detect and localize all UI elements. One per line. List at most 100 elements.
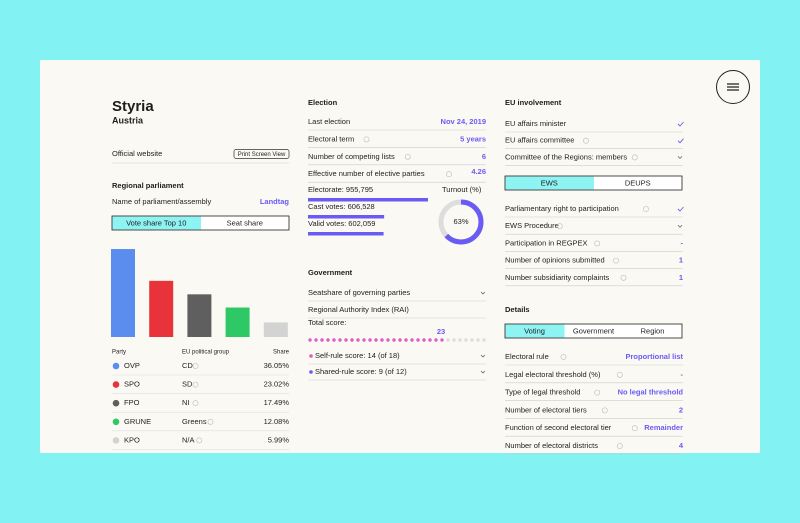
check-icon — [677, 138, 684, 144]
party-group: Greens — [182, 417, 207, 426]
score-dot — [338, 338, 342, 342]
row-label: Function of second electoral tier — [505, 423, 612, 432]
info-icon — [192, 400, 199, 407]
menu-button[interactable] — [716, 70, 750, 104]
info-icon — [631, 425, 638, 432]
row-label: Regional Authority Index (RAI) — [308, 305, 409, 314]
info-icon — [363, 136, 370, 143]
party-group: NI — [182, 398, 190, 407]
website-button[interactable] — [233, 149, 290, 159]
row-label: Legal electoral threshold (%) — [505, 370, 601, 379]
chevron-icon[interactable] — [480, 291, 486, 295]
row-label: Number subsidiarity complaints — [505, 273, 609, 282]
score-dot — [374, 338, 378, 342]
score-dot — [476, 338, 480, 342]
column-header: Party — [112, 350, 126, 356]
row-value: 6 — [482, 152, 486, 161]
info-icon — [583, 137, 589, 144]
row-value: 4 — [679, 441, 684, 450]
score-dot — [428, 338, 432, 342]
votes-bar — [308, 232, 384, 236]
party-share: 23.02% — [264, 380, 290, 389]
tab-label: Seat share — [227, 218, 263, 227]
legend-dot — [112, 437, 120, 444]
subscore-dot — [309, 354, 313, 358]
party-name: SPO — [124, 380, 140, 389]
info-icon — [616, 443, 623, 449]
row-label: Number of opinions submitted — [505, 256, 605, 265]
row-label: Last election — [308, 117, 350, 126]
party-name: KPO — [124, 435, 140, 444]
tab-active[interactable] — [112, 216, 202, 230]
tab-label: DEUPS — [625, 178, 651, 187]
tab-active[interactable] — [505, 324, 565, 338]
row-label: Electoral term — [308, 134, 354, 143]
row-label: EU affairs committee — [505, 136, 574, 145]
votes-label: Electorate: 955,795 — [308, 185, 373, 194]
website-button-label: Print Screen View — [238, 152, 286, 158]
score-dot — [320, 338, 324, 342]
menu-icon — [727, 83, 739, 91]
info-icon — [196, 437, 203, 444]
row-label: Number of electoral tiers — [505, 405, 587, 414]
tab-label: Voting — [524, 326, 545, 335]
score-dot — [440, 338, 444, 342]
legend-dot — [112, 362, 120, 370]
bar — [263, 322, 288, 337]
score-dot — [416, 338, 420, 342]
score-dot — [482, 338, 486, 342]
info-icon — [643, 206, 649, 212]
info-icon — [594, 389, 601, 396]
tab-active[interactable] — [505, 176, 595, 190]
score-dot — [344, 338, 348, 342]
row-value: Landtag — [260, 197, 290, 206]
row-label: EU affairs minister — [505, 119, 567, 128]
row-value: 2 — [679, 405, 683, 414]
info-icon — [601, 407, 608, 414]
column-header: Share — [273, 350, 290, 356]
tab-label: Vote share Top 10 — [126, 218, 186, 227]
score-dot — [446, 338, 450, 342]
turnout-value: 63% — [453, 217, 468, 226]
info-icon — [560, 354, 567, 360]
card — [40, 60, 760, 453]
score-dot — [386, 338, 390, 342]
column-header: EU political group — [182, 350, 230, 356]
score-dot — [380, 338, 384, 342]
total-label: Total score: — [308, 318, 346, 327]
row-value: Nov 24, 2019 — [441, 117, 486, 126]
row-label: Number of electoral districts — [505, 441, 598, 450]
title: Styria — [112, 98, 154, 115]
chevron-icon[interactable] — [480, 354, 486, 358]
bar — [149, 280, 174, 337]
votes-label: Cast votes: 606,528 — [308, 202, 375, 211]
row-label: Name of parliament/assembly — [112, 197, 211, 206]
votes-bar — [308, 215, 385, 219]
bar — [187, 294, 212, 337]
row-value: - — [681, 238, 684, 247]
chevron-icon[interactable] — [480, 370, 486, 374]
score-dot — [350, 338, 354, 342]
chevron-icon[interactable] — [677, 224, 683, 228]
votes-bar — [308, 198, 428, 202]
score-dot — [422, 338, 426, 342]
check-icon — [677, 121, 684, 127]
party-share: 36.05% — [264, 361, 290, 370]
info-icon — [404, 153, 411, 160]
score-dot — [326, 338, 330, 342]
legend-dot — [112, 399, 120, 407]
section-heading: Regional parliament — [112, 181, 184, 190]
row-value: 1 — [679, 273, 683, 282]
subtitle: Austria — [112, 115, 144, 125]
chevron-icon[interactable] — [677, 156, 683, 159]
party-group: SD — [182, 380, 193, 389]
row-label: Type of legal threshold — [505, 388, 580, 397]
row-label: Electoral rule — [505, 352, 549, 361]
section-heading: Details — [505, 305, 530, 314]
check-icon — [677, 206, 684, 212]
score-dot — [434, 338, 438, 342]
bar — [225, 307, 250, 337]
party-name: FPO — [124, 398, 140, 407]
